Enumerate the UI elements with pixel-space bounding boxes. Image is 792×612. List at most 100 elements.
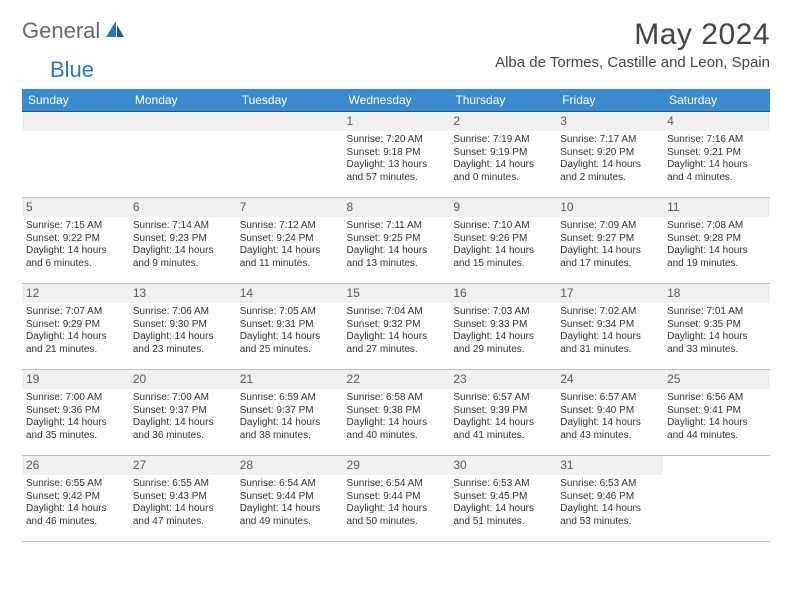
sunrise-text: Sunrise: 7:02 AM: [560, 306, 659, 319]
sunset-text: Sunset: 9:22 PM: [26, 233, 125, 246]
daylight-text: Daylight: 14 hours and 47 minutes.: [133, 503, 232, 528]
sunrise-text: Sunrise: 7:11 AM: [347, 220, 446, 233]
sunrise-text: Sunrise: 7:00 AM: [26, 392, 125, 405]
daylight-text: Daylight: 14 hours and 29 minutes.: [453, 331, 552, 356]
sunset-text: Sunset: 9:26 PM: [453, 233, 552, 246]
sunrise-text: Sunrise: 7:04 AM: [347, 306, 446, 319]
sunset-text: Sunset: 9:29 PM: [26, 319, 125, 332]
sunset-text: Sunset: 9:19 PM: [453, 147, 552, 160]
day-cell: 6Sunrise: 7:14 AMSunset: 9:23 PMDaylight…: [129, 198, 236, 284]
sunrise-text: Sunrise: 7:16 AM: [667, 134, 766, 147]
sunset-text: Sunset: 9:36 PM: [26, 405, 125, 418]
sunset-text: Sunset: 9:23 PM: [133, 233, 232, 246]
sunset-text: Sunset: 9:40 PM: [560, 405, 659, 418]
sunset-text: Sunset: 9:37 PM: [133, 405, 232, 418]
day-number: 20: [129, 370, 236, 389]
daylight-text: Daylight: 14 hours and 40 minutes.: [347, 417, 446, 442]
day-number: 3: [556, 112, 663, 131]
daylight-text: Daylight: 14 hours and 51 minutes.: [453, 503, 552, 528]
col-wednesday: Wednesday: [343, 89, 450, 112]
sunrise-text: Sunrise: 7:06 AM: [133, 306, 232, 319]
sunrise-text: Sunrise: 7:09 AM: [560, 220, 659, 233]
day-cell: 1Sunrise: 7:20 AMSunset: 9:18 PMDaylight…: [343, 112, 450, 198]
week-row: 12Sunrise: 7:07 AMSunset: 9:29 PMDayligh…: [22, 284, 770, 370]
sunset-text: Sunset: 9:31 PM: [240, 319, 339, 332]
sunrise-text: Sunrise: 7:00 AM: [133, 392, 232, 405]
daylight-text: Daylight: 14 hours and 11 minutes.: [240, 245, 339, 270]
day-cell: 19Sunrise: 7:00 AMSunset: 9:36 PMDayligh…: [22, 370, 129, 456]
sunrise-text: Sunrise: 6:56 AM: [667, 392, 766, 405]
sunrise-text: Sunrise: 6:57 AM: [560, 392, 659, 405]
day-cell: 7Sunrise: 7:12 AMSunset: 9:24 PMDaylight…: [236, 198, 343, 284]
page-title: May 2024: [495, 18, 770, 52]
day-cell: 26Sunrise: 6:55 AMSunset: 9:42 PMDayligh…: [22, 456, 129, 542]
sunrise-text: Sunrise: 6:57 AM: [453, 392, 552, 405]
sunset-text: Sunset: 9:25 PM: [347, 233, 446, 246]
daylight-text: Daylight: 14 hours and 36 minutes.: [133, 417, 232, 442]
sunrise-text: Sunrise: 7:15 AM: [26, 220, 125, 233]
sunset-text: Sunset: 9:28 PM: [667, 233, 766, 246]
day-number: 4: [663, 112, 770, 131]
title-block: May 2024 Alba de Tormes, Castille and Le…: [495, 18, 770, 71]
daylight-text: Daylight: 14 hours and 0 minutes.: [453, 159, 552, 184]
daylight-text: Daylight: 14 hours and 53 minutes.: [560, 503, 659, 528]
calendar-body: 1Sunrise: 7:20 AMSunset: 9:18 PMDaylight…: [22, 112, 770, 542]
sunrise-text: Sunrise: 7:19 AM: [453, 134, 552, 147]
location-text: Alba de Tormes, Castille and Leon, Spain: [495, 54, 770, 71]
calendar-table: Sunday Monday Tuesday Wednesday Thursday…: [22, 89, 770, 542]
sunset-text: Sunset: 9:33 PM: [453, 319, 552, 332]
day-cell: 28Sunrise: 6:54 AMSunset: 9:44 PMDayligh…: [236, 456, 343, 542]
daylight-text: Daylight: 14 hours and 19 minutes.: [667, 245, 766, 270]
day-cell: 16Sunrise: 7:03 AMSunset: 9:33 PMDayligh…: [449, 284, 556, 370]
day-cell: 10Sunrise: 7:09 AMSunset: 9:27 PMDayligh…: [556, 198, 663, 284]
day-number: 13: [129, 284, 236, 303]
day-number: 21: [236, 370, 343, 389]
sunset-text: Sunset: 9:32 PM: [347, 319, 446, 332]
daylight-text: Daylight: 14 hours and 21 minutes.: [26, 331, 125, 356]
daylight-text: Daylight: 14 hours and 6 minutes.: [26, 245, 125, 270]
daylight-text: Daylight: 14 hours and 31 minutes.: [560, 331, 659, 356]
sunrise-text: Sunrise: 7:20 AM: [347, 134, 446, 147]
day-number: 22: [343, 370, 450, 389]
sunset-text: Sunset: 9:42 PM: [26, 491, 125, 504]
sunrise-text: Sunrise: 6:53 AM: [453, 478, 552, 491]
day-cell: 30 Sunrise: 6:53 AMSunset: 9:45 PMDayligh…: [449, 456, 556, 542]
col-thursday: Thursday: [449, 89, 556, 112]
day-number: 2: [449, 112, 556, 131]
day-cell: 11Sunrise: 7:08 AMSunset: 9:28 PMDayligh…: [663, 198, 770, 284]
daylight-text: Daylight: 14 hours and 23 minutes.: [133, 331, 232, 356]
sunset-text: Sunset: 9:45 PM: [453, 491, 552, 504]
sunrise-text: Sunrise: 6:59 AM: [240, 392, 339, 405]
daylight-text: Daylight: 14 hours and 46 minutes.: [26, 503, 125, 528]
sunrise-text: Sunrise: 7:01 AM: [667, 306, 766, 319]
daylight-text: Daylight: 14 hours and 41 minutes.: [453, 417, 552, 442]
day-cell: 24Sunrise: 6:57 AMSunset: 9:40 PMDayligh…: [556, 370, 663, 456]
sunset-text: Sunset: 9:24 PM: [240, 233, 339, 246]
daylight-text: Daylight: 14 hours and 27 minutes.: [347, 331, 446, 356]
daylight-text: Daylight: 14 hours and 2 minutes.: [560, 159, 659, 184]
day-number: 27: [129, 456, 236, 475]
day-number: 24: [556, 370, 663, 389]
day-cell: 13Sunrise: 7:06 AMSunset: 9:30 PMDayligh…: [129, 284, 236, 370]
sunrise-text: Sunrise: 6:55 AM: [133, 478, 232, 491]
day-number: 30: [449, 456, 556, 475]
day-number: 26: [22, 456, 129, 475]
daylight-text: Daylight: 14 hours and 49 minutes.: [240, 503, 339, 528]
sunrise-text: Sunrise: 7:10 AM: [453, 220, 552, 233]
sunrise-text: Sunrise: 7:12 AM: [240, 220, 339, 233]
day-cell: 3Sunrise: 7:17 AMSunset: 9:20 PMDaylight…: [556, 112, 663, 198]
daylight-text: Daylight: 14 hours and 9 minutes.: [133, 245, 232, 270]
day-cell: 5Sunrise: 7:15 AMSunset: 9:22 PMDaylight…: [22, 198, 129, 284]
calendar-page: General May 2024 Alba de Tormes, Castill…: [0, 0, 792, 552]
day-cell: 15Sunrise: 7:04 AMSunset: 9:32 PMDayligh…: [343, 284, 450, 370]
day-number: 1: [343, 112, 450, 131]
sunrise-text: Sunrise: 7:17 AM: [560, 134, 659, 147]
calendar-header: Sunday Monday Tuesday Wednesday Thursday…: [22, 89, 770, 112]
sunset-text: Sunset: 9:41 PM: [667, 405, 766, 418]
week-row: 1Sunrise: 7:20 AMSunset: 9:18 PMDaylight…: [22, 112, 770, 198]
day-number: 9: [449, 198, 556, 217]
sunrise-text: Sunrise: 6:53 AM: [560, 478, 659, 491]
daylight-text: Daylight: 14 hours and 35 minutes.: [26, 417, 125, 442]
sunset-text: Sunset: 9:44 PM: [347, 491, 446, 504]
day-cell: 12Sunrise: 7:07 AMSunset: 9:29 PMDayligh…: [22, 284, 129, 370]
